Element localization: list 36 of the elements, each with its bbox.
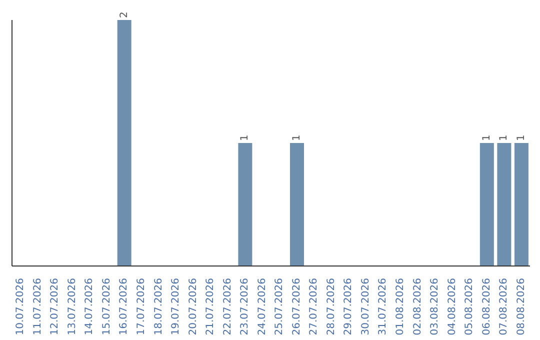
data-label: 1	[481, 134, 492, 141]
x-tick-label: 17.07.2026	[136, 278, 147, 336]
x-tick-label: 30.07.2026	[360, 278, 372, 336]
x-tick-label: 28.07.2026	[326, 278, 337, 336]
x-tick-label: 20.07.2026	[188, 278, 199, 336]
x-tick-label: 21.07.2026	[205, 278, 216, 336]
x-tick-label: 13.07.2026	[66, 278, 78, 336]
x-tick-label: 07.08.2026	[498, 278, 510, 336]
x-tick-label: 12.07.2026	[50, 278, 61, 336]
x-tick-label: 01.08.2026	[395, 278, 406, 336]
data-label: 1	[291, 134, 302, 141]
x-tick-label: 11.07.2026	[32, 278, 44, 336]
x-tick-label: 25.07.2026	[274, 278, 286, 336]
x-tick-label: 22.07.2026	[222, 278, 234, 336]
x-tick-label: 31.07.2026	[378, 278, 389, 336]
x-tick-label: 29.07.2026	[343, 278, 354, 336]
x-tick-label: 23.07.2026	[240, 278, 251, 336]
x-tick-label: 26.07.2026	[291, 278, 302, 336]
x-tick-label: 15.07.2026	[101, 278, 112, 336]
x-tick-label: 08.08.2026	[516, 278, 527, 336]
x-tick-label: 05.08.2026	[464, 278, 476, 336]
x-tick-label: 02.08.2026	[412, 278, 424, 336]
x-tick-label: 18.07.2026	[153, 278, 164, 336]
x-tick-label: 27.07.2026	[308, 278, 320, 336]
x-tick-label: 14.07.2026	[84, 278, 96, 336]
data-label: 1	[498, 134, 510, 141]
data-label: 1	[240, 134, 251, 141]
x-tick-label: 16.07.2026	[118, 278, 130, 336]
data-label: 2	[118, 12, 130, 18]
x-tick-label: 04.08.2026	[446, 278, 458, 336]
x-tick-label: 19.07.2026	[170, 278, 182, 336]
x-tick-label: 06.08.2026	[481, 278, 492, 336]
data-label: 1	[516, 134, 527, 141]
x-tick-label: 03.08.2026	[430, 278, 441, 336]
x-tick-label: 10.07.2026	[15, 278, 26, 336]
x-tick-label: 24.07.2026	[256, 278, 268, 336]
